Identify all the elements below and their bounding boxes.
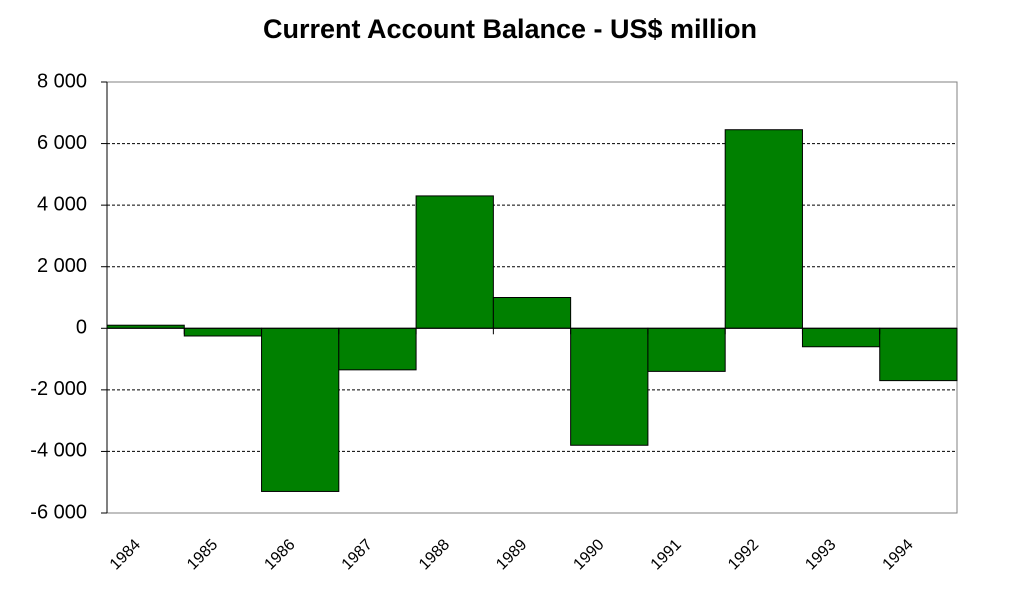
x-tick-label: 1991 [648, 536, 685, 573]
x-tick-label: 1985 [184, 536, 221, 573]
chart-title: Current Account Balance - US$ million [263, 14, 757, 44]
x-tick-label: 1992 [725, 536, 762, 573]
bar [338, 327, 417, 371]
bar [879, 327, 958, 382]
y-tick-label: 8 000 [37, 70, 87, 92]
x-tick-label: 1989 [493, 536, 530, 573]
bar [570, 327, 649, 446]
x-tick-label: 1987 [339, 536, 376, 573]
bar [647, 327, 726, 372]
y-tick-label: 4 000 [37, 193, 87, 215]
y-tick-label: 2 000 [37, 255, 87, 277]
y-tick-label: -4 000 [30, 440, 87, 462]
bar [183, 327, 263, 337]
y-tick-label: 0 [76, 317, 87, 339]
x-tick-label: 1990 [570, 536, 607, 573]
x-tick-label: 1984 [107, 536, 144, 573]
x-tick-label: 1993 [802, 536, 839, 573]
bar [492, 297, 572, 329]
y-tick-label: -2 000 [30, 378, 87, 400]
bar [261, 327, 340, 492]
bar [415, 195, 494, 329]
x-tick-label: 1986 [261, 536, 298, 573]
x-tick-label: 1988 [416, 536, 453, 573]
y-tick-label: 6 000 [37, 132, 87, 154]
x-tick-label: 1994 [880, 536, 917, 573]
bar [724, 129, 803, 329]
y-tick-label: -6 000 [30, 501, 87, 523]
bar [801, 327, 881, 348]
